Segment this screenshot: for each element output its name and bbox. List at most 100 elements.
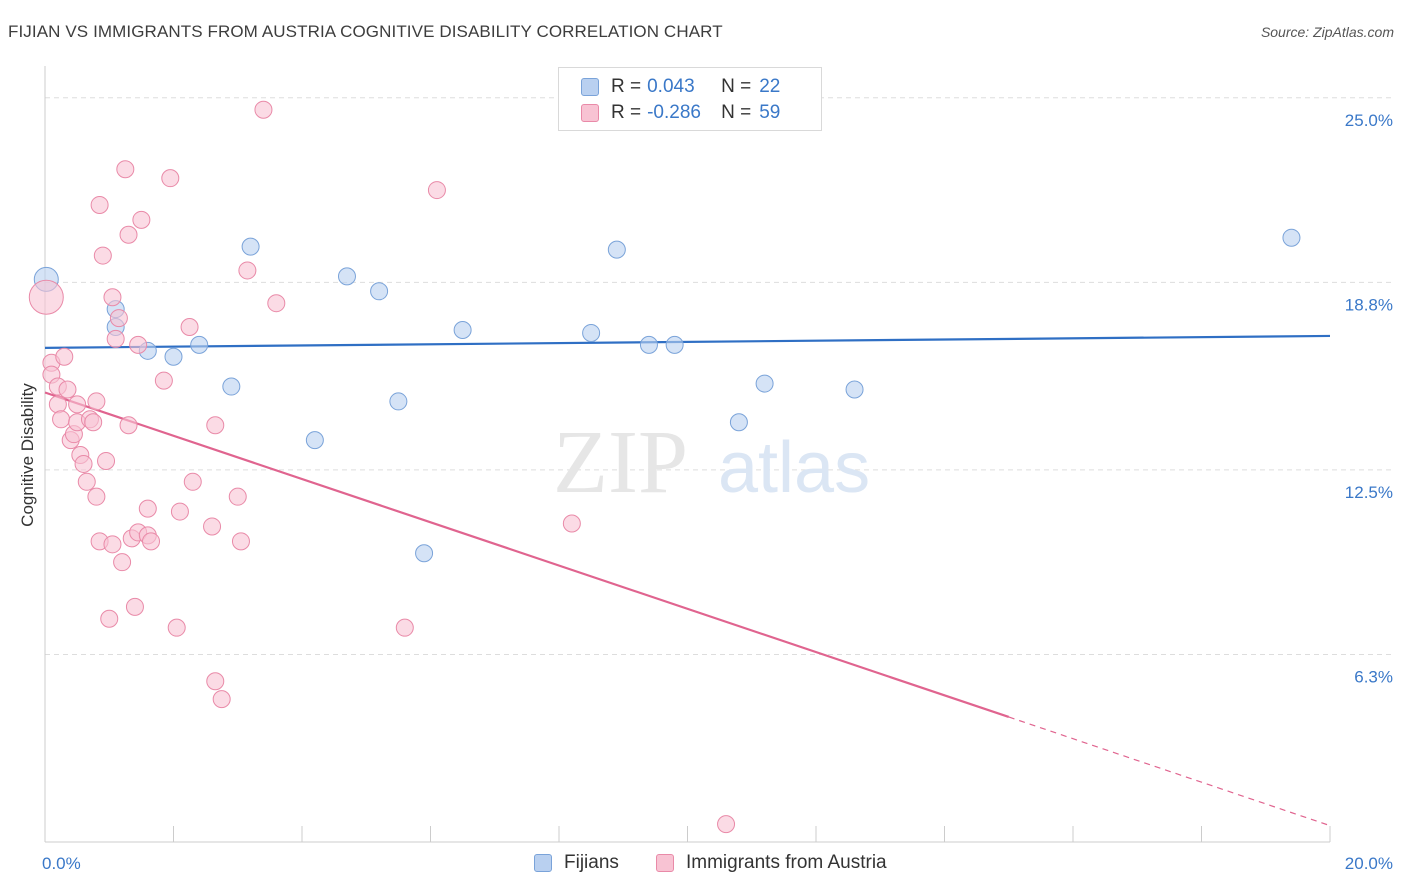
austria-point bbox=[68, 395, 87, 414]
legend-row-fijians: R = 0.043 N = 22 bbox=[581, 74, 780, 100]
austria-point bbox=[129, 335, 148, 354]
austria-point bbox=[28, 279, 64, 315]
austria-point bbox=[77, 472, 96, 491]
r-label: R = bbox=[611, 76, 642, 97]
austria-point bbox=[48, 395, 67, 414]
data-points bbox=[28, 100, 1301, 834]
y-tick-label: 12.5% bbox=[1345, 483, 1393, 502]
fijian-point bbox=[164, 347, 183, 366]
austria-point bbox=[167, 618, 186, 637]
chart-title: FIJIAN VS IMMIGRANTS FROM AUSTRIA COGNIT… bbox=[8, 22, 723, 41]
legend-item-austria[interactable]: Immigrants from Austria bbox=[656, 852, 887, 874]
austria-point bbox=[103, 288, 122, 307]
austria-point bbox=[58, 380, 77, 399]
austria-point bbox=[74, 454, 93, 473]
austria-point bbox=[125, 597, 144, 616]
y-tick-label: 25.0% bbox=[1345, 111, 1393, 130]
austria-point bbox=[55, 347, 74, 366]
austria-point bbox=[212, 690, 231, 709]
austria-point bbox=[100, 609, 119, 628]
austria-point bbox=[116, 160, 135, 179]
legend-label-austria: Immigrants from Austria bbox=[686, 852, 887, 873]
fijian-point bbox=[1282, 228, 1301, 247]
fijian-point bbox=[190, 335, 209, 354]
austria-trend-line bbox=[44, 391, 1010, 719]
fijian-point bbox=[845, 380, 864, 399]
austria-point bbox=[97, 451, 116, 470]
watermark-atlas: atlas bbox=[718, 428, 870, 508]
r-value: -0.286 bbox=[647, 102, 701, 123]
source-label: Source: ZipAtlas.com bbox=[1260, 24, 1394, 40]
fijian-point bbox=[665, 335, 684, 354]
austria-point bbox=[231, 532, 250, 551]
austria-point bbox=[154, 371, 173, 390]
trend-lines bbox=[44, 334, 1331, 827]
n-value: 22 bbox=[759, 76, 781, 97]
austria-point bbox=[203, 517, 222, 536]
austria-point bbox=[427, 181, 446, 200]
austria-point bbox=[562, 514, 581, 533]
austria-point bbox=[142, 532, 161, 551]
fijians-legend-swatch bbox=[534, 854, 552, 872]
series-legend: Fijians Immigrants from Austria bbox=[0, 852, 1406, 878]
austria-point bbox=[138, 499, 157, 518]
watermark: ZIP atlas bbox=[553, 413, 870, 512]
austria-trend-extension bbox=[1008, 716, 1331, 827]
r-value: 0.043 bbox=[647, 76, 695, 97]
austria-point bbox=[103, 535, 122, 554]
austria-point bbox=[228, 487, 247, 506]
austria-point bbox=[170, 502, 189, 521]
austria-point bbox=[109, 309, 128, 328]
r-label: R = bbox=[611, 102, 642, 123]
austria-point bbox=[119, 225, 138, 244]
n-value: 59 bbox=[759, 102, 781, 123]
austria-point bbox=[90, 195, 109, 214]
fijian-point bbox=[305, 431, 324, 450]
gridlines bbox=[45, 97, 1392, 655]
n-label: N = bbox=[721, 76, 752, 97]
austria-point bbox=[206, 416, 225, 435]
austria-point bbox=[717, 815, 736, 834]
austria-point bbox=[113, 553, 132, 572]
austria-point bbox=[106, 329, 125, 348]
austria-point bbox=[238, 261, 257, 280]
austria-point bbox=[52, 410, 71, 429]
legend-item-fijians[interactable]: Fijians bbox=[534, 852, 619, 874]
austria-point bbox=[161, 169, 180, 188]
austria-point bbox=[87, 392, 106, 411]
legend-row-austria: R = -0.286 N = 59 bbox=[581, 100, 780, 126]
austria-point bbox=[84, 413, 103, 432]
austria-point bbox=[206, 672, 225, 691]
fijian-point bbox=[607, 240, 626, 259]
austria-point bbox=[395, 618, 414, 637]
fijian-trend-line bbox=[44, 334, 1331, 349]
axes bbox=[44, 66, 1331, 843]
y-tick-label: 18.8% bbox=[1345, 295, 1393, 314]
fijian-point bbox=[755, 374, 774, 393]
austria-point bbox=[267, 294, 286, 313]
austria-point bbox=[180, 318, 199, 337]
fijian-point bbox=[337, 267, 356, 286]
tick-labels: 6.3% 12.5% 18.8% 25.0% 0.0% 20.0% bbox=[42, 111, 1393, 873]
x-tick-label-max: 20.0% bbox=[1345, 854, 1393, 873]
n-label: N = bbox=[721, 102, 752, 123]
austria-point bbox=[183, 472, 202, 491]
austria-point bbox=[93, 246, 112, 265]
fijian-point bbox=[370, 282, 389, 301]
y-axis-label: Cognitive Disability bbox=[18, 383, 37, 527]
austria-legend-swatch bbox=[656, 854, 674, 872]
y-tick-label: 6.3% bbox=[1354, 667, 1393, 686]
austria-point bbox=[87, 487, 106, 506]
austria-point bbox=[132, 210, 151, 229]
x-tick-label-min: 0.0% bbox=[42, 854, 81, 873]
fijians-swatch bbox=[581, 78, 599, 96]
legend-label-fijians: Fijians bbox=[564, 852, 619, 873]
fijian-point bbox=[241, 237, 260, 256]
fijian-point bbox=[453, 320, 472, 339]
fijian-point bbox=[639, 335, 658, 354]
austria-point bbox=[119, 416, 138, 435]
fijian-point bbox=[729, 413, 748, 432]
austria-swatch bbox=[581, 104, 599, 122]
austria-point bbox=[254, 100, 273, 119]
